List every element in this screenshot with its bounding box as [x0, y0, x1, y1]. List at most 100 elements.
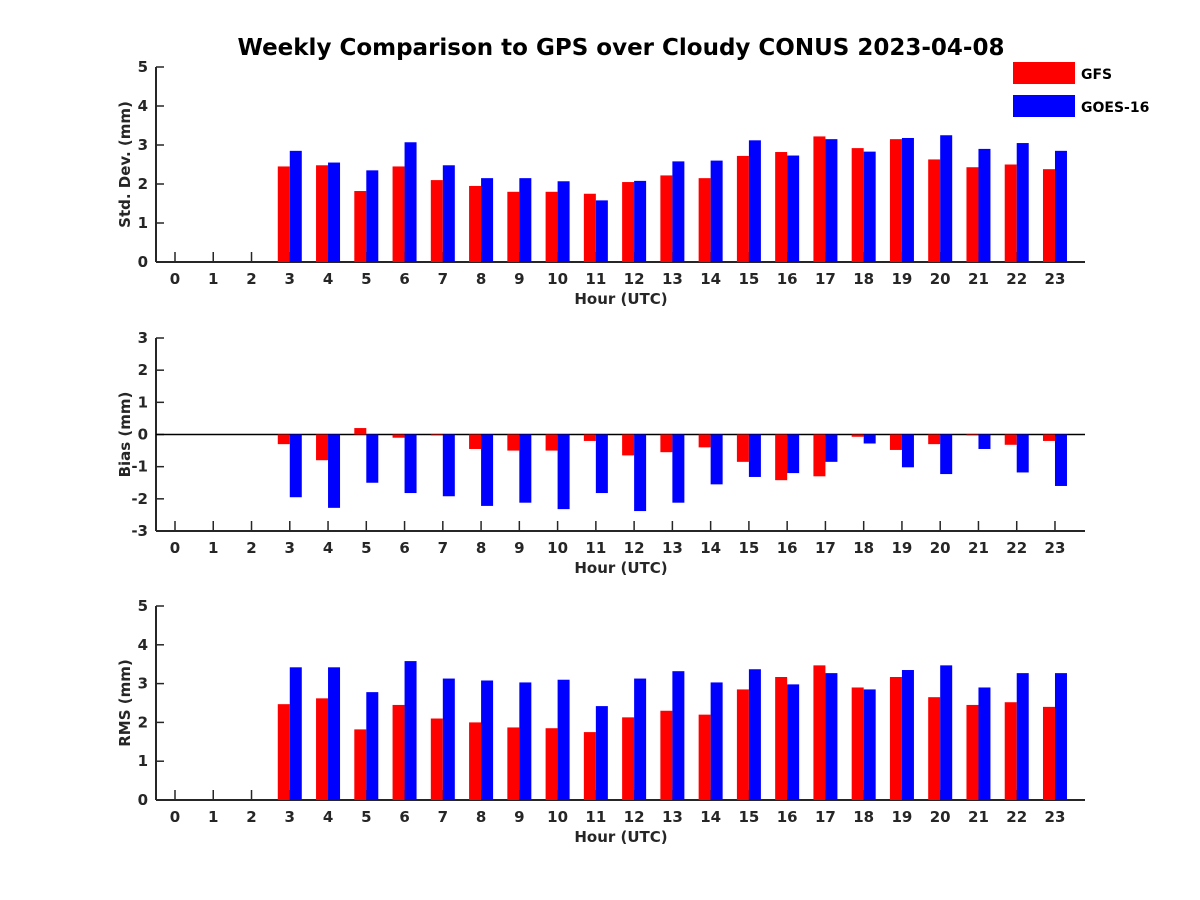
bar-gfs-std-dev-mm [813, 136, 826, 262]
bar-goes-16-rms-mm [672, 671, 685, 800]
x-tick-label: 15 [738, 539, 759, 557]
x-tick-label: 1 [208, 270, 218, 288]
x-tick-label: 18 [853, 539, 874, 557]
bar-goes-16-std-dev-mm [863, 151, 876, 262]
bar-goes-16-std-dev-mm [672, 161, 685, 262]
bar-gfs-std-dev-mm [889, 139, 902, 262]
x-tick-label: 5 [361, 808, 371, 826]
legend-label-goes16: GOES-16 [1081, 100, 1149, 116]
bar-gfs-rms-mm [928, 697, 941, 800]
bar-goes-16-std-dev-mm [366, 170, 379, 262]
bar-goes-16-bias-mm [442, 434, 455, 497]
bar-goes-16-std-dev-mm [404, 142, 417, 262]
y-tick-label: 1 [138, 214, 148, 232]
x-tick-label: 6 [399, 270, 409, 288]
bar-goes-16-bias-mm [825, 434, 838, 462]
x-tick-label: 22 [1006, 270, 1027, 288]
bar-goes-16-std-dev-mm [289, 150, 302, 262]
y-tick-label: 3 [138, 136, 148, 154]
bar-gfs-rms-mm [1042, 706, 1055, 800]
bar-goes-16-rms-mm [787, 684, 800, 800]
x-tick-label: 0 [170, 808, 180, 826]
bar-goes-16-bias-mm [748, 434, 761, 477]
bar-goes-16-bias-mm [328, 434, 341, 508]
bar-goes-16-rms-mm [1054, 673, 1067, 800]
x-tick-label: 13 [662, 270, 683, 288]
bar-gfs-rms-mm [660, 710, 673, 800]
bar-gfs-std-dev-mm [928, 159, 941, 262]
bar-goes-16-std-dev-mm [825, 139, 838, 262]
bar-gfs-std-dev-mm [622, 182, 635, 262]
bar-goes-16-std-dev-mm [787, 155, 800, 262]
x-tick-label: 21 [968, 270, 989, 288]
x-tick-label: 8 [476, 808, 486, 826]
y-tick-label: 3 [138, 329, 148, 347]
x-tick-label: 3 [285, 270, 295, 288]
x-tick-label: 1 [208, 539, 218, 557]
x-tick-label: 16 [777, 270, 798, 288]
legend-label-gfs: GFS [1081, 67, 1112, 83]
x-tick-label: 8 [476, 270, 486, 288]
x-tick-label: 4 [323, 270, 333, 288]
y-tick-label: 4 [138, 97, 148, 115]
y-tick-label: 5 [138, 58, 148, 76]
x-tick-label: 14 [700, 808, 721, 826]
bar-gfs-bias-mm [507, 434, 520, 451]
x-tick-label: 7 [438, 808, 448, 826]
bar-goes-16-bias-mm [519, 434, 532, 503]
bar-gfs-rms-mm [354, 729, 367, 800]
bar-goes-16-bias-mm [940, 434, 953, 475]
x-tick-label: 0 [170, 539, 180, 557]
chart-title: Weekly Comparison to GPS over Cloudy CON… [238, 35, 1005, 61]
bar-goes-16-bias-mm [595, 434, 608, 494]
bar-goes-16-rms-mm [710, 682, 723, 800]
x-tick-label: 18 [853, 270, 874, 288]
bar-goes-16-rms-mm [328, 667, 341, 800]
bar-gfs-std-dev-mm [316, 165, 329, 262]
bar-goes-16-bias-mm [672, 434, 685, 503]
bar-goes-16-std-dev-mm [519, 178, 532, 262]
bar-goes-16-bias-mm [289, 434, 302, 498]
x-axis-label-std-dev: Hour (UTC) [574, 290, 667, 308]
y-tick-label: 2 [138, 361, 148, 379]
y-tick-label: 5 [138, 597, 148, 615]
x-tick-label: 14 [700, 539, 721, 557]
bar-goes-16-rms-mm [404, 661, 417, 800]
x-tick-label: 20 [930, 270, 951, 288]
bar-goes-16-bias-mm [863, 434, 876, 444]
x-tick-label: 12 [624, 270, 645, 288]
bar-goes-16-std-dev-mm [595, 200, 608, 262]
bar-goes-16-bias-mm [557, 434, 570, 510]
bar-gfs-rms-mm [469, 722, 482, 800]
bar-gfs-bias-mm [660, 434, 673, 453]
bar-gfs-bias-mm [354, 428, 367, 435]
bar-gfs-std-dev-mm [851, 148, 864, 262]
bar-goes-16-rms-mm [978, 687, 991, 800]
x-tick-label: 10 [547, 270, 568, 288]
bar-gfs-bias-mm [813, 434, 826, 477]
x-tick-label: 17 [815, 539, 836, 557]
x-tick-label: 13 [662, 808, 683, 826]
bar-gfs-bias-mm [277, 434, 290, 445]
bar-gfs-std-dev-mm [966, 167, 979, 262]
bar-goes-16-rms-mm [901, 670, 914, 800]
bar-gfs-std-dev-mm [392, 166, 405, 262]
x-tick-label: 11 [585, 808, 606, 826]
bar-goes-16-std-dev-mm [442, 165, 455, 262]
x-tick-label: 0 [170, 270, 180, 288]
y-tick-label: 2 [138, 713, 148, 731]
bar-goes-16-bias-mm [404, 434, 417, 494]
x-tick-label: 9 [514, 539, 524, 557]
x-tick-label: 2 [246, 539, 256, 557]
bar-gfs-std-dev-mm [507, 191, 520, 262]
y-tick-label: -2 [131, 490, 148, 508]
bar-gfs-bias-mm [469, 434, 482, 449]
x-tick-label: 19 [892, 808, 913, 826]
bar-gfs-rms-mm [316, 698, 329, 800]
y-tick-label: 0 [138, 791, 148, 809]
bar-gfs-bias-mm [622, 434, 635, 456]
x-tick-label: 20 [930, 808, 951, 826]
bar-gfs-std-dev-mm [469, 185, 482, 262]
